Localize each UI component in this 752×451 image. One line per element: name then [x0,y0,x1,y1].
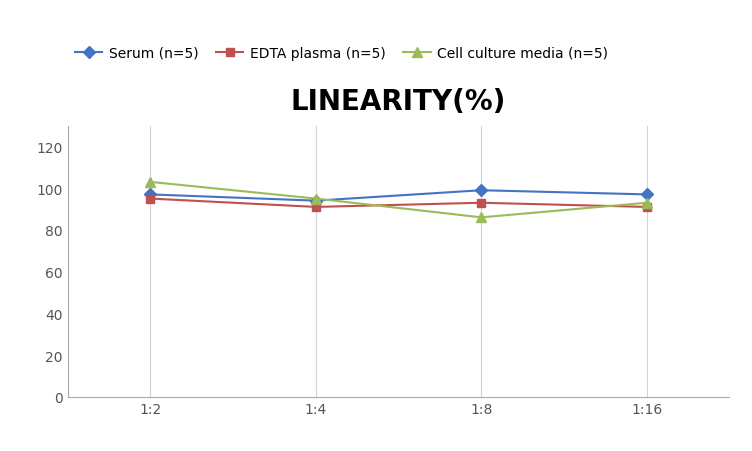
Legend: Serum (n=5), EDTA plasma (n=5), Cell culture media (n=5): Serum (n=5), EDTA plasma (n=5), Cell cul… [74,46,608,60]
EDTA plasma (n=5) [477,201,486,206]
EDTA plasma (n=5) [146,197,155,202]
Cell culture media (n=5) [146,180,155,185]
Title: LINEARITY(%): LINEARITY(%) [291,87,506,115]
Line: Cell culture media (n=5): Cell culture media (n=5) [146,178,651,223]
Line: Serum (n=5): Serum (n=5) [146,187,651,205]
Cell culture media (n=5) [477,215,486,221]
EDTA plasma (n=5) [642,205,651,210]
Serum (n=5) [642,192,651,198]
Serum (n=5) [477,188,486,193]
Cell culture media (n=5) [311,197,320,202]
Line: EDTA plasma (n=5): EDTA plasma (n=5) [146,195,651,212]
Cell culture media (n=5) [642,201,651,206]
Serum (n=5) [146,192,155,198]
EDTA plasma (n=5) [311,205,320,210]
Serum (n=5) [311,198,320,204]
